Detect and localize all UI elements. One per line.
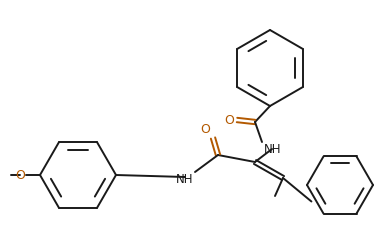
Text: NH: NH [264, 143, 281, 156]
Text: O: O [224, 114, 234, 126]
Text: NH: NH [175, 173, 193, 186]
Text: O: O [15, 169, 25, 182]
Text: O: O [200, 123, 210, 136]
